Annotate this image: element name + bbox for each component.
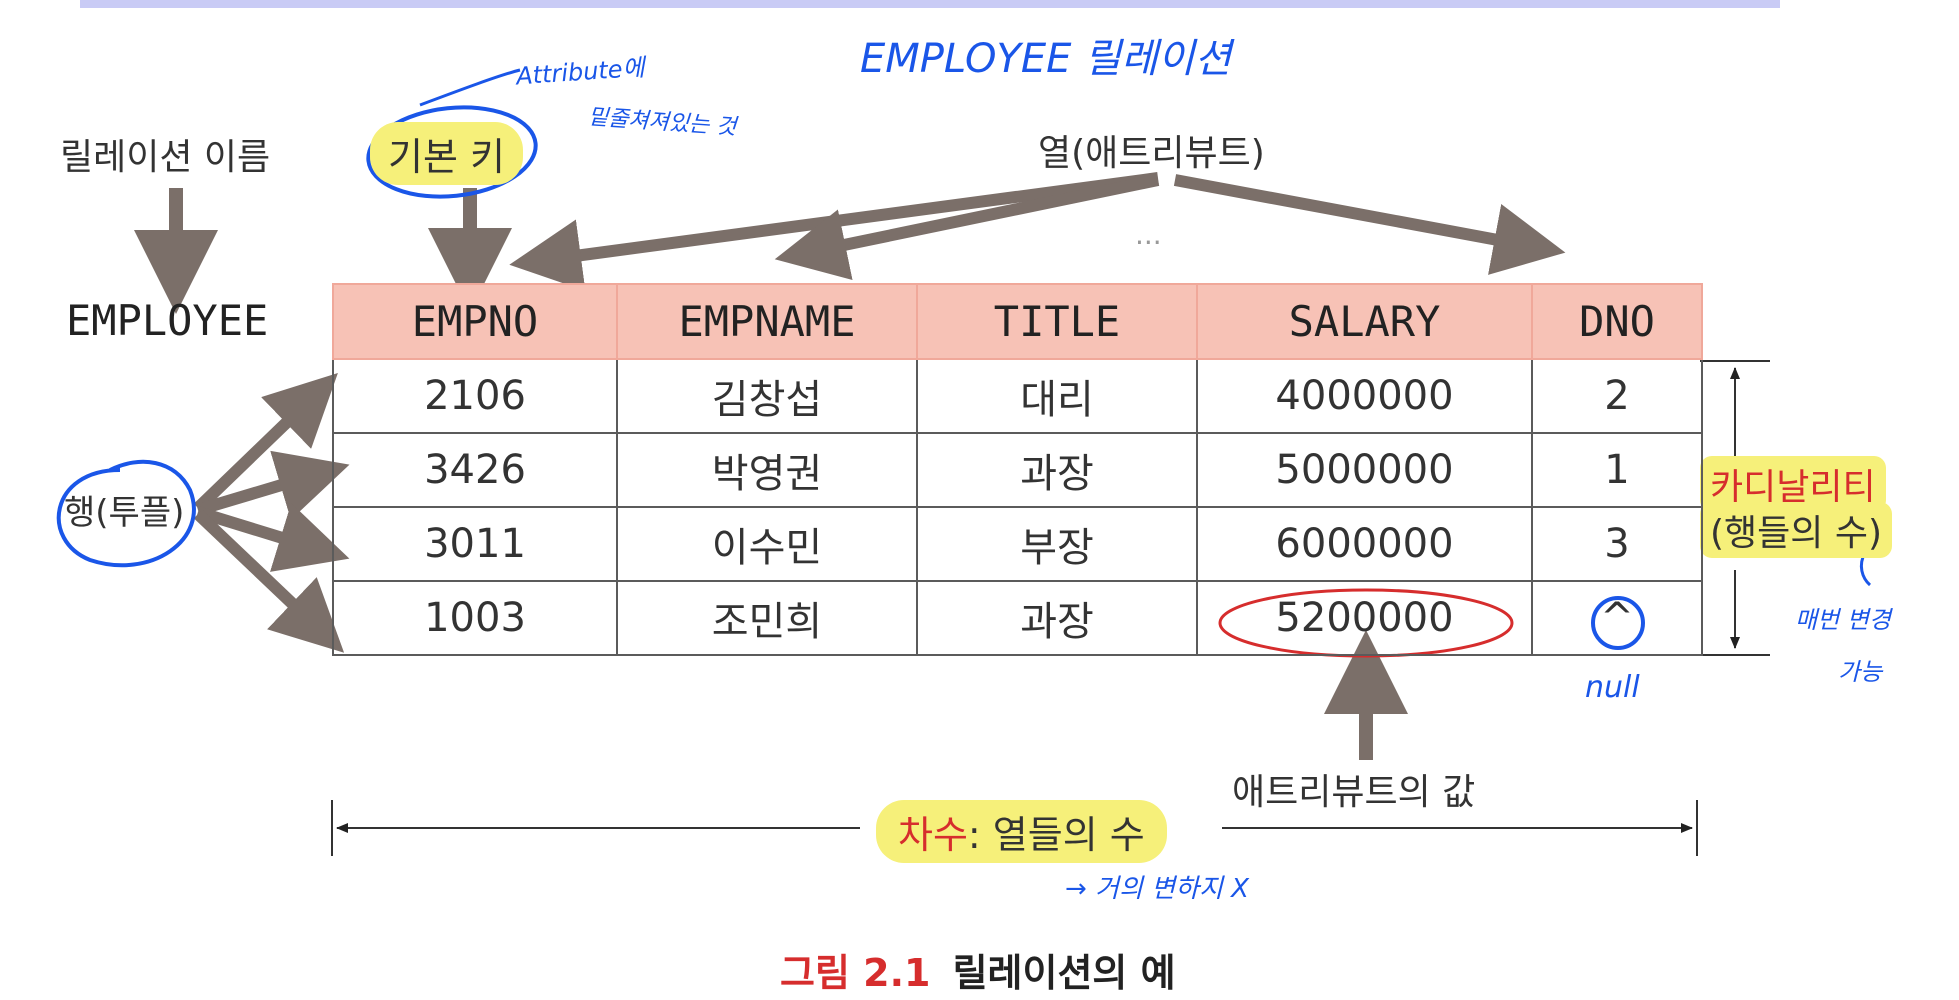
handwritten-degree-note: → 거의 변하지 X [1065,874,1249,904]
cell-title: 과장 [916,580,1198,656]
cell-salary: 5000000 [1196,432,1533,508]
cardinality-desc: (행들의 수) [1700,502,1893,558]
figure-title: 릴레이션의 예 [952,951,1176,995]
relation-name-caption: 릴레이션 이름 [60,137,271,178]
cell-title: 부장 [916,506,1198,582]
row-arrow-3 [196,503,350,572]
column-arrow-empname [774,174,1160,280]
cell-empname: 이수민 [616,506,918,582]
cell-salary: 6000000 [1196,506,1533,582]
handwritten-cardinality-note-2: 가능 [1838,658,1883,686]
primary-key-label: 기본 키 [370,122,523,185]
columns-caption: 열(애트리뷰트) [1038,133,1265,174]
header-empno-text: EMPNO [411,297,539,346]
figure-caption: 그림 2.1 릴레이션의 예 [780,942,1176,997]
header-dno: DNO [1531,283,1703,360]
header-title: TITLE [916,283,1198,360]
handwritten-cardinality-note: 매번 변경 [1795,606,1891,634]
cell-empname: 박영권 [616,432,918,508]
table-row: 2106 김창섭 대리 4000000 2 [332,358,1703,434]
degree-term: 차수 [898,813,968,857]
ellipsis: ... [1135,218,1162,251]
cell-salary: 5200000 [1196,580,1533,656]
table-header-row: EMPNO EMPNAME TITLE SALARY DNO [332,283,1703,360]
employee-relation-table: EMPNO EMPNAME TITLE SALARY DNO 2106 김창섭 … [332,283,1703,656]
relation-name: EMPLOYEE [66,296,269,345]
row-arrow-2 [196,450,350,520]
cell-empno: 1003 [332,580,618,656]
cell-dno: 3 [1531,506,1703,582]
rows-pen-circle [56,459,196,568]
cell-dno-null: ^ [1531,580,1703,656]
cell-empno: 3011 [332,506,618,582]
row-arrow-4 [193,509,345,653]
table-row: 3011 이수민 부장 6000000 3 [332,506,1703,582]
cell-empname: 조민희 [616,580,918,656]
row-arrow-1 [193,373,338,513]
cell-title: 과장 [916,432,1198,508]
cell-dno: 1 [1531,432,1703,508]
column-arrow-dno [1173,174,1566,275]
degree-desc: : 열들의 수 [967,813,1145,857]
table-row: 1003 조민희 과장 5200000 ^ [332,580,1703,656]
table-row: 3426 박영권 과장 5000000 1 [332,432,1703,508]
header-empname: EMPNAME [616,283,918,360]
attribute-value-label: 애트리뷰트의 값 [1232,772,1476,813]
cell-title: 대리 [916,358,1198,434]
cell-salary: 4000000 [1196,358,1533,434]
figure-number: 그림 2.1 [780,951,931,995]
cell-empno: 2106 [332,358,618,434]
top-band [80,0,1780,8]
header-empno: EMPNO [332,283,618,360]
rows-caption: 행(투플) [64,493,185,533]
handwritten-null-note: null [1585,670,1640,705]
degree-label: 차수: 열들의 수 [876,800,1167,863]
cell-dno: 2 [1531,358,1703,434]
header-salary: SALARY [1196,283,1533,360]
primary-key-pen-circle [366,105,538,199]
handwritten-top-title: EMPLOYEE 릴레이션 [860,36,1232,82]
cell-empno: 3426 [332,432,618,508]
cell-empname: 김창섭 [616,358,918,434]
